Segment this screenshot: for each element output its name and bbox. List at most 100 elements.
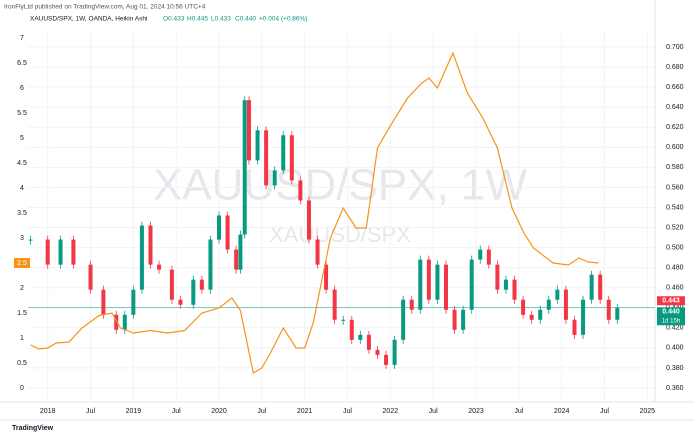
y2-tick-label: 0.620 (666, 124, 684, 131)
candle-body (264, 130, 269, 186)
ohlc: O0.433 H0.445 L0.433 C0.440 +0.004 (+0.86%) (163, 16, 307, 23)
y-tick-label: 7 (20, 35, 24, 42)
watermark: XAUUSD/SPX, 1W (153, 161, 528, 210)
candle-body (242, 100, 247, 235)
candle-body (555, 289, 560, 300)
candle-body (101, 289, 106, 315)
candle-body (435, 264, 440, 300)
candle-body (71, 239, 76, 265)
x-tick-label: Jul (600, 408, 609, 415)
candle-body (495, 264, 500, 290)
candle-body (298, 180, 303, 201)
candle-body (486, 249, 491, 265)
candle-body (349, 319, 354, 340)
candle-body (358, 334, 363, 340)
candle-body (255, 130, 260, 161)
candle-body (401, 299, 406, 340)
candle-body (529, 314, 534, 320)
candle-body (606, 299, 611, 320)
candle-body (139, 225, 144, 290)
y-tick-label: 6.5 (17, 60, 27, 67)
candle-body (281, 135, 286, 171)
price-countdown: 1d 15h (662, 318, 680, 324)
candle-body (88, 264, 93, 290)
y-tick-label: 5.5 (17, 110, 27, 117)
y-tick-label: 4.5 (17, 160, 27, 167)
left-marker-box (14, 258, 30, 268)
candle-body (306, 200, 311, 240)
candle-body (452, 309, 457, 330)
x-tick-label: Jul (257, 408, 266, 415)
y-tick-label: 4 (20, 185, 24, 192)
ohlc-value: L0.433 (211, 16, 231, 23)
y2-tick-label: 0.400 (666, 345, 684, 352)
x-tick-label: 2025 (640, 408, 656, 415)
ohlc-change: +0.004 (+0.86%) (259, 16, 307, 23)
y2-tick-label: 0.500 (666, 244, 684, 251)
candle-body (148, 225, 153, 265)
price-label: 0.443 (662, 298, 680, 305)
candle-body (178, 299, 183, 305)
candle-body (341, 319, 346, 321)
candle-body (238, 234, 243, 270)
y-tick-label: 1 (20, 335, 24, 342)
footer-brand: TradingView (12, 425, 54, 432)
x-tick-label: 2019 (126, 408, 142, 415)
ohlc-value: C0.440 (235, 16, 256, 23)
price-label-box (657, 307, 685, 326)
x-tick-label: 2022 (383, 408, 399, 415)
ohlc-value: O0.433 (163, 16, 185, 23)
y-tick-label: 6 (20, 85, 24, 92)
x-tick-label: Jul (514, 408, 523, 415)
y-tick-label: 5 (20, 135, 24, 142)
y2-tick-label: 0.560 (666, 184, 684, 191)
candle-body (572, 319, 577, 335)
candle-body (169, 269, 174, 300)
y2-tick-label: 0.640 (666, 104, 684, 111)
legend-symbol: XAUUSD/SPX, 1W, OANDA, Heikin Ashi (30, 16, 147, 23)
y2-tick-label: 0.700 (666, 44, 684, 51)
candle-body (581, 299, 586, 335)
candle-body (122, 314, 127, 330)
candle-body (418, 259, 423, 310)
candle-body (392, 339, 397, 365)
candle-body (521, 299, 526, 315)
y2-tick-label: 0.420 (666, 325, 684, 332)
candle-body (384, 354, 389, 365)
published: IronFlyLtd published on TradingView.com,… (4, 4, 206, 11)
candle-body (478, 249, 483, 260)
candle-body (217, 215, 222, 240)
candle-body (324, 264, 329, 290)
candle-body (272, 170, 277, 186)
y2-tick-label: 0.520 (666, 224, 684, 231)
y-tick-label: 2 (20, 285, 24, 292)
y-tick-label: 0.5 (17, 360, 27, 367)
y2-tick-label: 0.360 (666, 385, 684, 392)
price-label: 0.440 (662, 309, 680, 316)
candle-body (28, 239, 33, 241)
candle-body (225, 215, 230, 250)
y-tick-label: 1.5 (17, 310, 27, 317)
y2-tick-label: 0.680 (666, 64, 684, 71)
watermark-sub: XAUUSD/SPX (269, 222, 411, 247)
y2-tick-label: 0.480 (666, 264, 684, 271)
x-tick-label: 2018 (40, 408, 56, 415)
footer-bar (0, 420, 694, 437)
candle-body (538, 309, 543, 320)
candle-body (461, 309, 466, 330)
candle-body (375, 349, 380, 355)
candle-body (563, 289, 568, 320)
candle-body (444, 264, 448, 310)
y-tick-label: 3 (20, 235, 24, 242)
candle-body (426, 259, 431, 300)
candle-body (234, 249, 239, 270)
y-tick-label: 3.5 (17, 210, 27, 217)
y-tick-label: 0 (20, 385, 24, 392)
candle-body (131, 289, 136, 315)
candle-body (45, 239, 50, 265)
x-tick-label: 2023 (468, 408, 484, 415)
y2-tick-label: 0.660 (666, 84, 684, 91)
candle-body (598, 274, 603, 300)
x-tick-label: Jul (86, 408, 95, 415)
